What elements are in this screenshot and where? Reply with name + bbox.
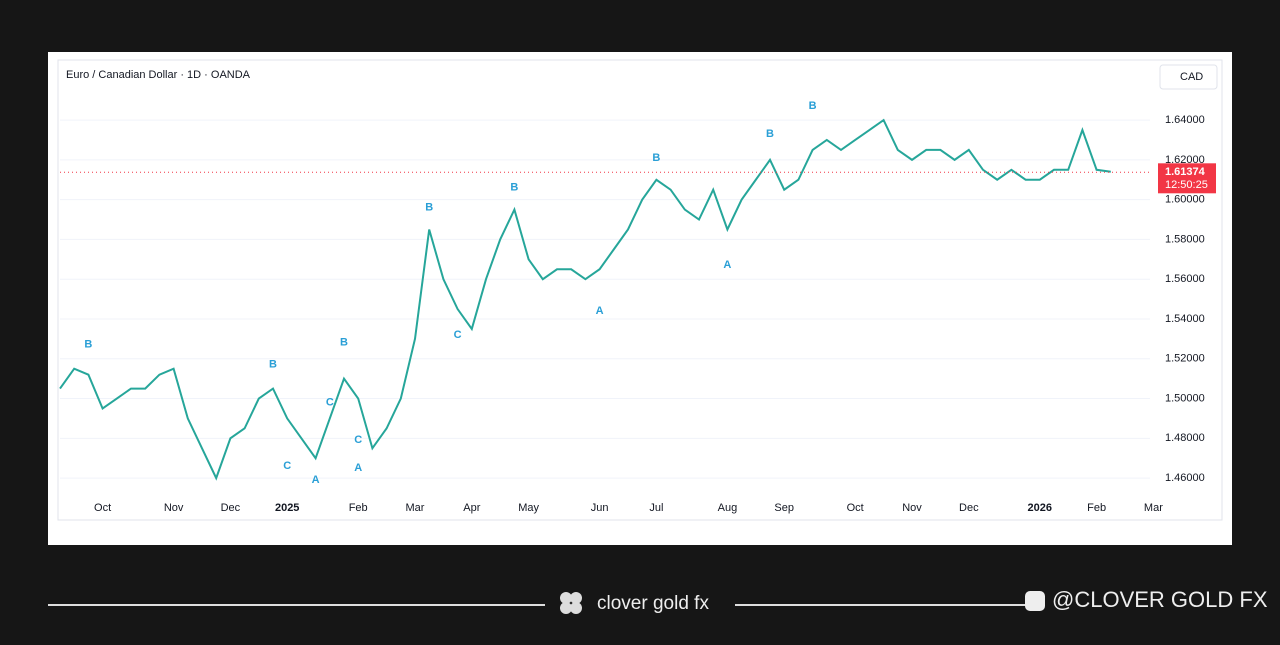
- x-tick-label: May: [518, 502, 539, 514]
- x-tick-label: Jun: [591, 502, 609, 514]
- x-tick-label: 2026: [1028, 502, 1052, 514]
- unit-label: CAD: [1180, 71, 1203, 83]
- x-tick-label: Feb: [1087, 502, 1106, 514]
- wave-label: C: [283, 460, 291, 472]
- y-tick-label: 1.56000: [1165, 273, 1205, 285]
- wave-label: B: [652, 152, 660, 164]
- y-tick-label: 1.54000: [1165, 313, 1205, 325]
- x-tick-label: Dec: [959, 502, 979, 514]
- y-tick-label: 1.46000: [1165, 472, 1205, 484]
- last-price-label: 1.61374: [1165, 166, 1206, 178]
- price-line: [59, 118, 1111, 481]
- wave-label: B: [510, 182, 518, 194]
- wave-label: B: [425, 201, 433, 213]
- y-tick-label: 1.62000: [1165, 154, 1205, 166]
- x-tick-label: 2025: [275, 502, 299, 514]
- wave-label: A: [354, 462, 362, 474]
- y-tick-label: 1.64000: [1165, 114, 1205, 126]
- y-tick-label: 1.60000: [1165, 194, 1205, 206]
- x-tick-label: Apr: [463, 502, 480, 514]
- wave-label: A: [596, 305, 604, 317]
- x-tick-label: Oct: [847, 502, 864, 514]
- wave-label: A: [723, 259, 731, 271]
- y-tick-label: 1.52000: [1165, 353, 1205, 365]
- wave-label: C: [354, 434, 362, 446]
- wave-label: A: [312, 474, 320, 486]
- x-tick-label: Mar: [406, 502, 425, 514]
- x-tick-label: Nov: [902, 502, 922, 514]
- y-tick-label: 1.50000: [1165, 392, 1205, 404]
- wave-label: B: [766, 128, 774, 140]
- y-tick-label: 1.48000: [1165, 432, 1205, 444]
- x-tick-label: Nov: [164, 502, 184, 514]
- wave-label: C: [454, 329, 462, 341]
- wave-label: B: [269, 359, 277, 371]
- handle: @CLOVER GOLD FX: [1052, 587, 1268, 612]
- countdown: 12:50:25: [1165, 179, 1208, 191]
- fb-icon: [1025, 591, 1045, 611]
- last-price-box: [1158, 163, 1216, 194]
- x-tick-label: Oct: [94, 502, 111, 514]
- y-tick-label: 1.58000: [1165, 233, 1205, 245]
- chart-title: Euro / Canadian Dollar · 1D · OANDA: [66, 69, 251, 81]
- brand: clover gold fx: [597, 593, 709, 614]
- x-tick-label: Aug: [718, 502, 738, 514]
- x-tick-label: Dec: [221, 502, 241, 514]
- wave-label: C: [326, 396, 334, 408]
- wave-label: B: [809, 100, 817, 112]
- x-tick-label: Sep: [774, 502, 794, 514]
- unit-box: [1159, 64, 1218, 90]
- wave-label: B: [84, 339, 92, 351]
- x-tick-label: Jul: [649, 502, 663, 514]
- chart-frame: [57, 59, 1223, 521]
- logo: [560, 592, 582, 614]
- x-tick-label: Feb: [349, 502, 368, 514]
- x-tick-label: Mar: [1144, 502, 1163, 514]
- wave-label: B: [340, 337, 348, 349]
